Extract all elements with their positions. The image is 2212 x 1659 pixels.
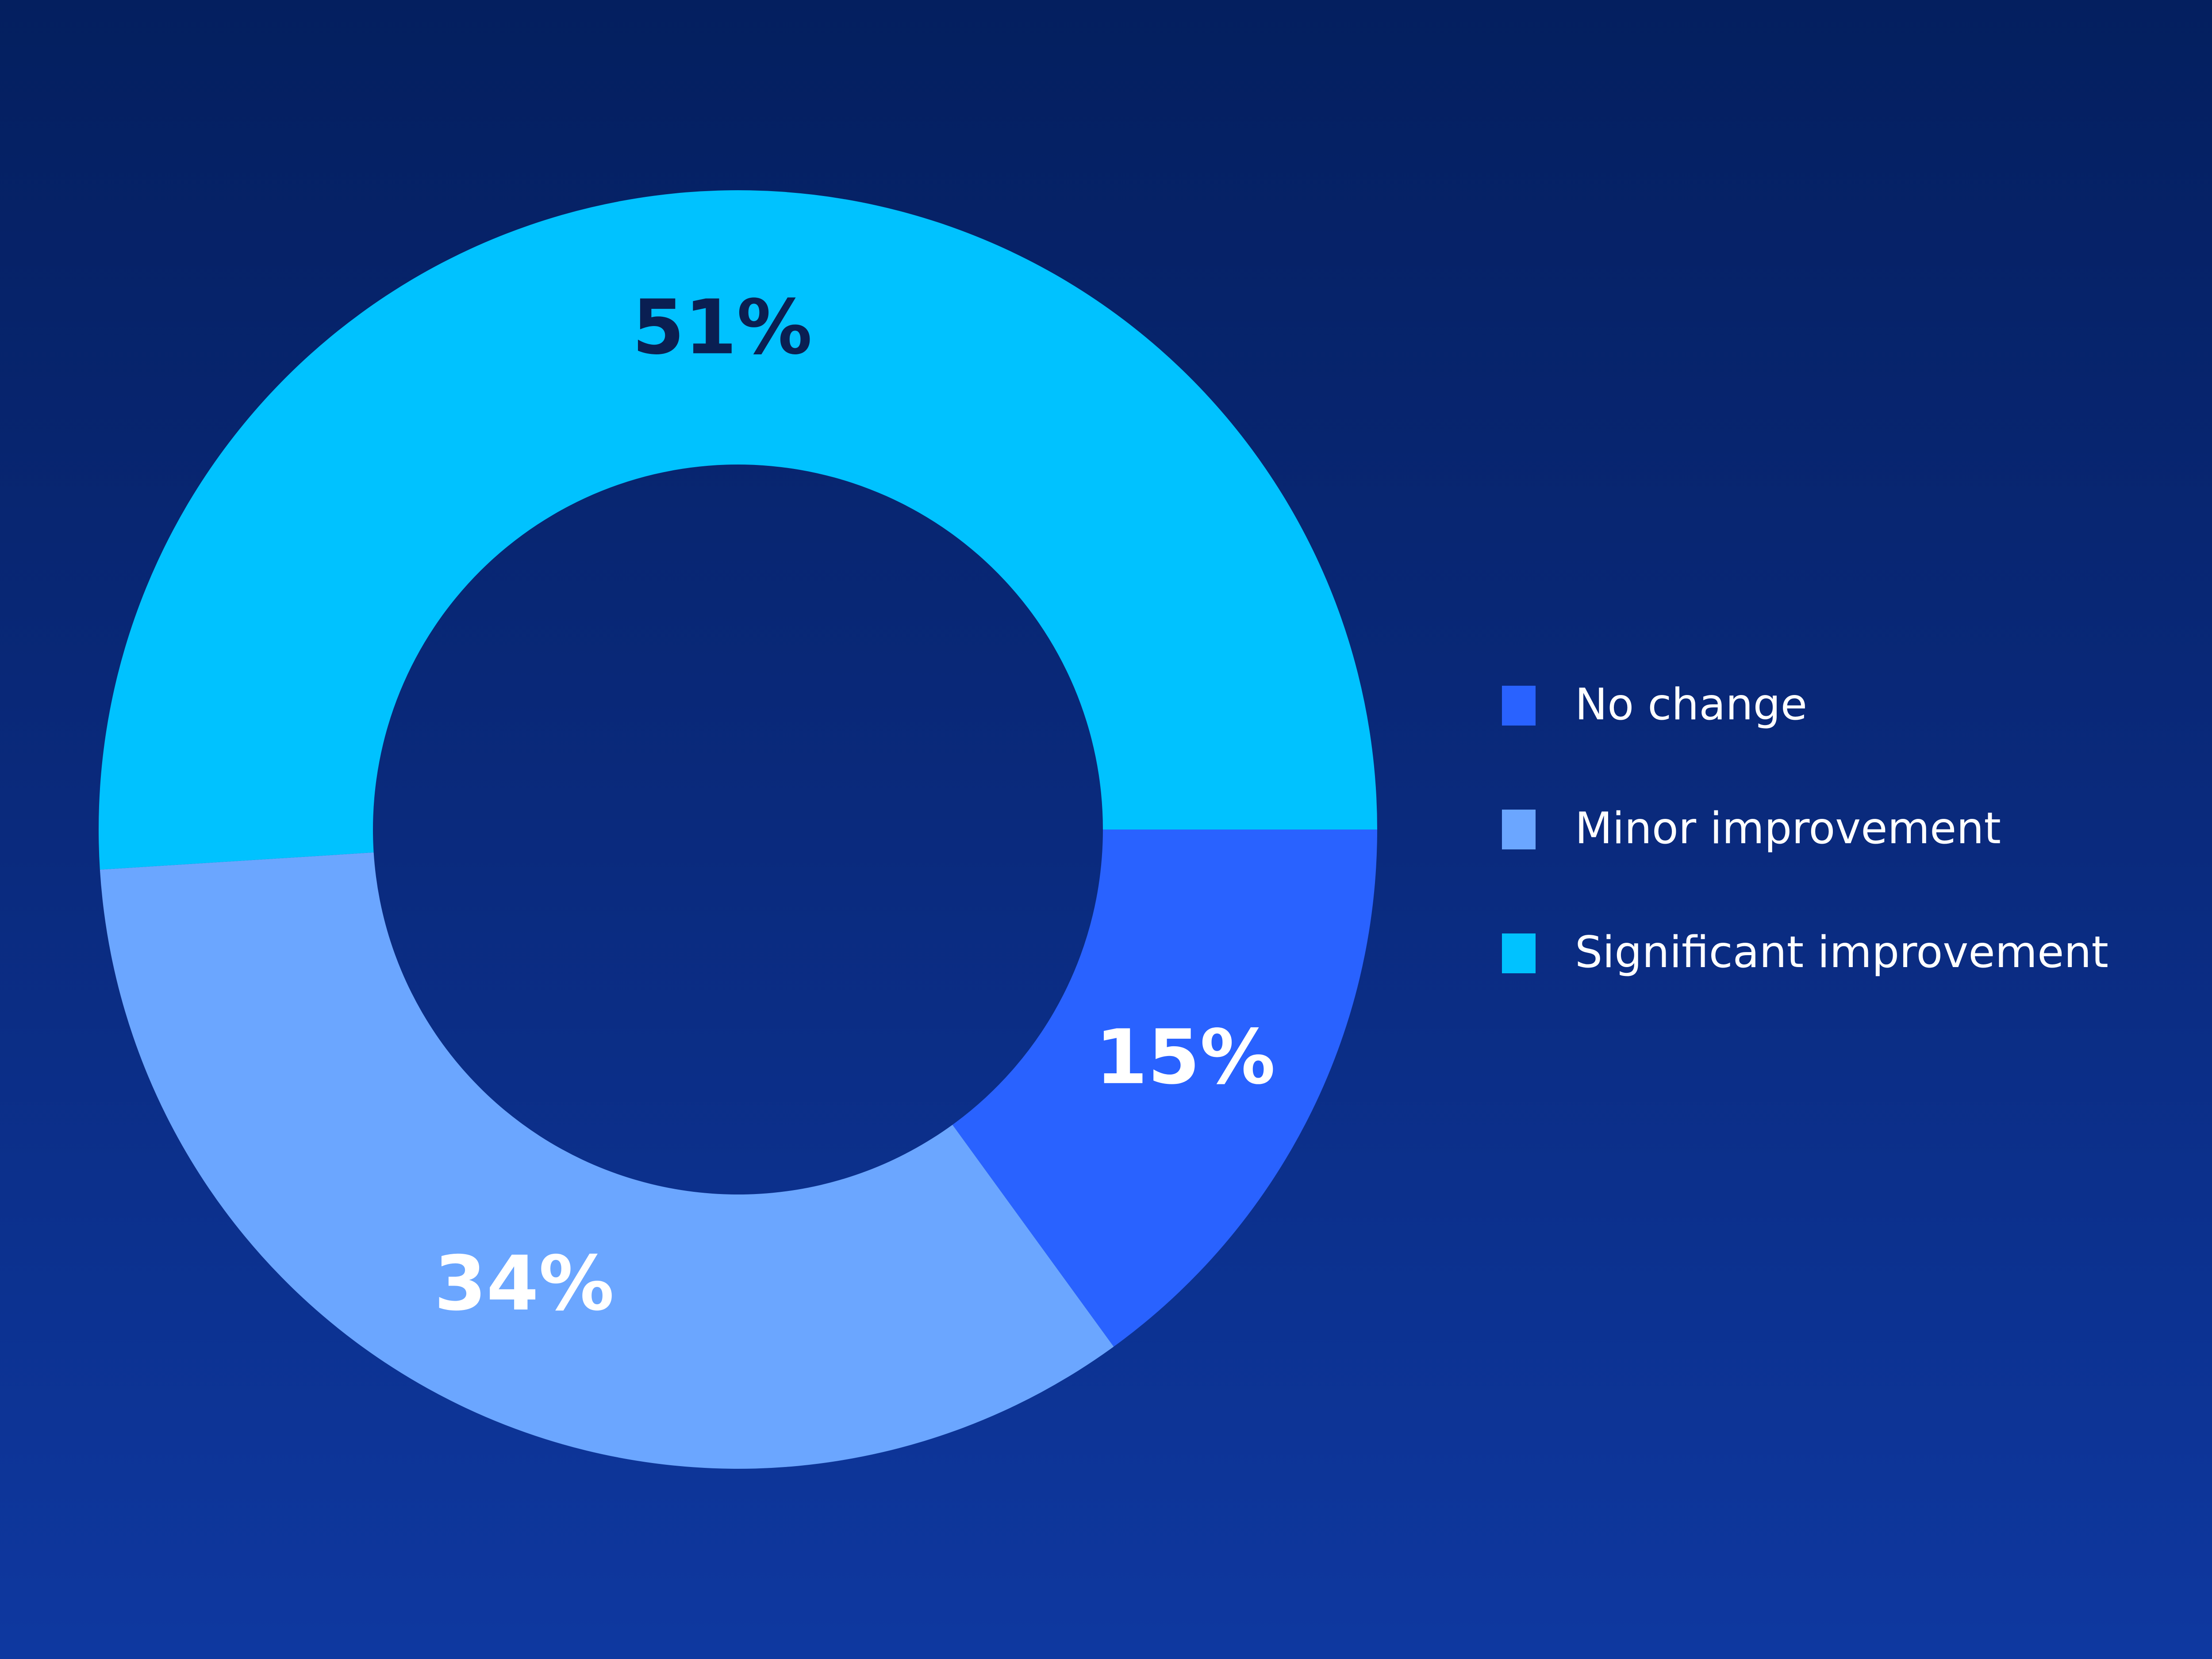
- legend-swatch-significant-improvement: [1502, 933, 1536, 973]
- legend-label-no-change: No change: [1575, 680, 1808, 730]
- data-label-no-change: 15%: [1095, 1014, 1275, 1101]
- data-label-minor-improvement: 34%: [434, 1240, 614, 1328]
- legend-label-significant-improvement: Significant improvement: [1575, 927, 2108, 978]
- slice-no-change: [952, 830, 1377, 1347]
- legend-item-no-change: No change: [1502, 664, 2188, 787]
- legend-item-significant-improvement: Significant improvement: [1502, 911, 2188, 1035]
- legend-label-minor-improvement: Minor improvement: [1575, 803, 2001, 854]
- legend: No change Minor improvement Significant …: [1502, 664, 2188, 1035]
- legend-item-minor-improvement: Minor improvement: [1502, 787, 2188, 911]
- data-label-significant-improvement: 51%: [632, 284, 812, 372]
- slice-significant-improvement: [98, 190, 1377, 870]
- legend-swatch-no-change: [1502, 686, 1536, 726]
- legend-swatch-minor-improvement: [1502, 810, 1536, 849]
- slice-minor-improvement: [100, 852, 1114, 1469]
